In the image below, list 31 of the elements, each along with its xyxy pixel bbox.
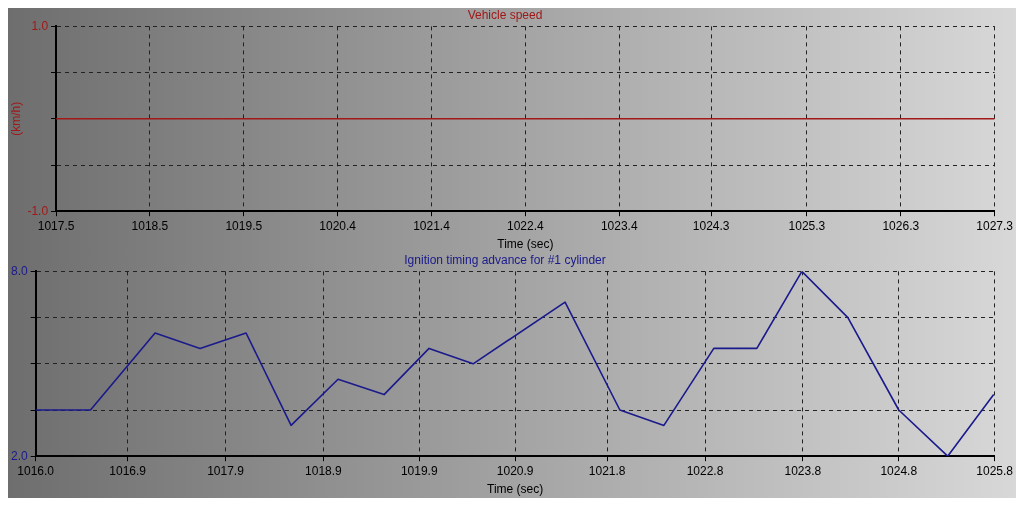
x-tick-label: 1020.9	[496, 463, 534, 478]
chart-title: Ignition timing advance for #1 cylinder	[404, 252, 606, 267]
y-axis-title: (km/h)	[8, 101, 23, 136]
x-tick-label: 1016.9	[109, 463, 147, 478]
chart-title: Vehicle speed	[467, 7, 543, 22]
x-axis-title: Time (sec)	[497, 237, 554, 252]
x-tick-label: 1019.9	[400, 463, 438, 478]
x-tick-label: 1020.4	[319, 218, 357, 233]
y-tick-label: 8.0	[10, 263, 28, 278]
y-tick-label: -1.0	[27, 203, 49, 218]
y-tick-label: 2.0	[10, 448, 28, 463]
x-tick-label: 1021.4	[413, 218, 451, 233]
x-tick-label: 1021.8	[588, 463, 626, 478]
x-tick-label: 1023.4	[600, 218, 638, 233]
x-tick-label: 1024.8	[880, 463, 918, 478]
x-tick-label: 1017.9	[207, 463, 245, 478]
y-tick-label: 1.0	[31, 18, 49, 33]
x-tick-label: 1026.3	[882, 218, 920, 233]
x-tick-label: 1023.8	[784, 463, 822, 478]
x-tick-label: 1018.5	[131, 218, 169, 233]
x-tick-label: 1025.8	[976, 463, 1014, 478]
x-tick-label: 1025.3	[788, 218, 826, 233]
x-tick-label: 1016.0	[17, 463, 55, 478]
x-tick-label: 1022.4	[507, 218, 545, 233]
x-tick-label: 1024.3	[692, 218, 730, 233]
x-tick-label: 1017.5	[37, 218, 75, 233]
x-tick-label: 1018.9	[305, 463, 343, 478]
x-tick-label: 1019.5	[225, 218, 263, 233]
x-tick-label: 1022.8	[686, 463, 724, 478]
x-tick-label: 1027.3	[976, 218, 1014, 233]
x-axis-title: Time (sec)	[487, 482, 544, 497]
